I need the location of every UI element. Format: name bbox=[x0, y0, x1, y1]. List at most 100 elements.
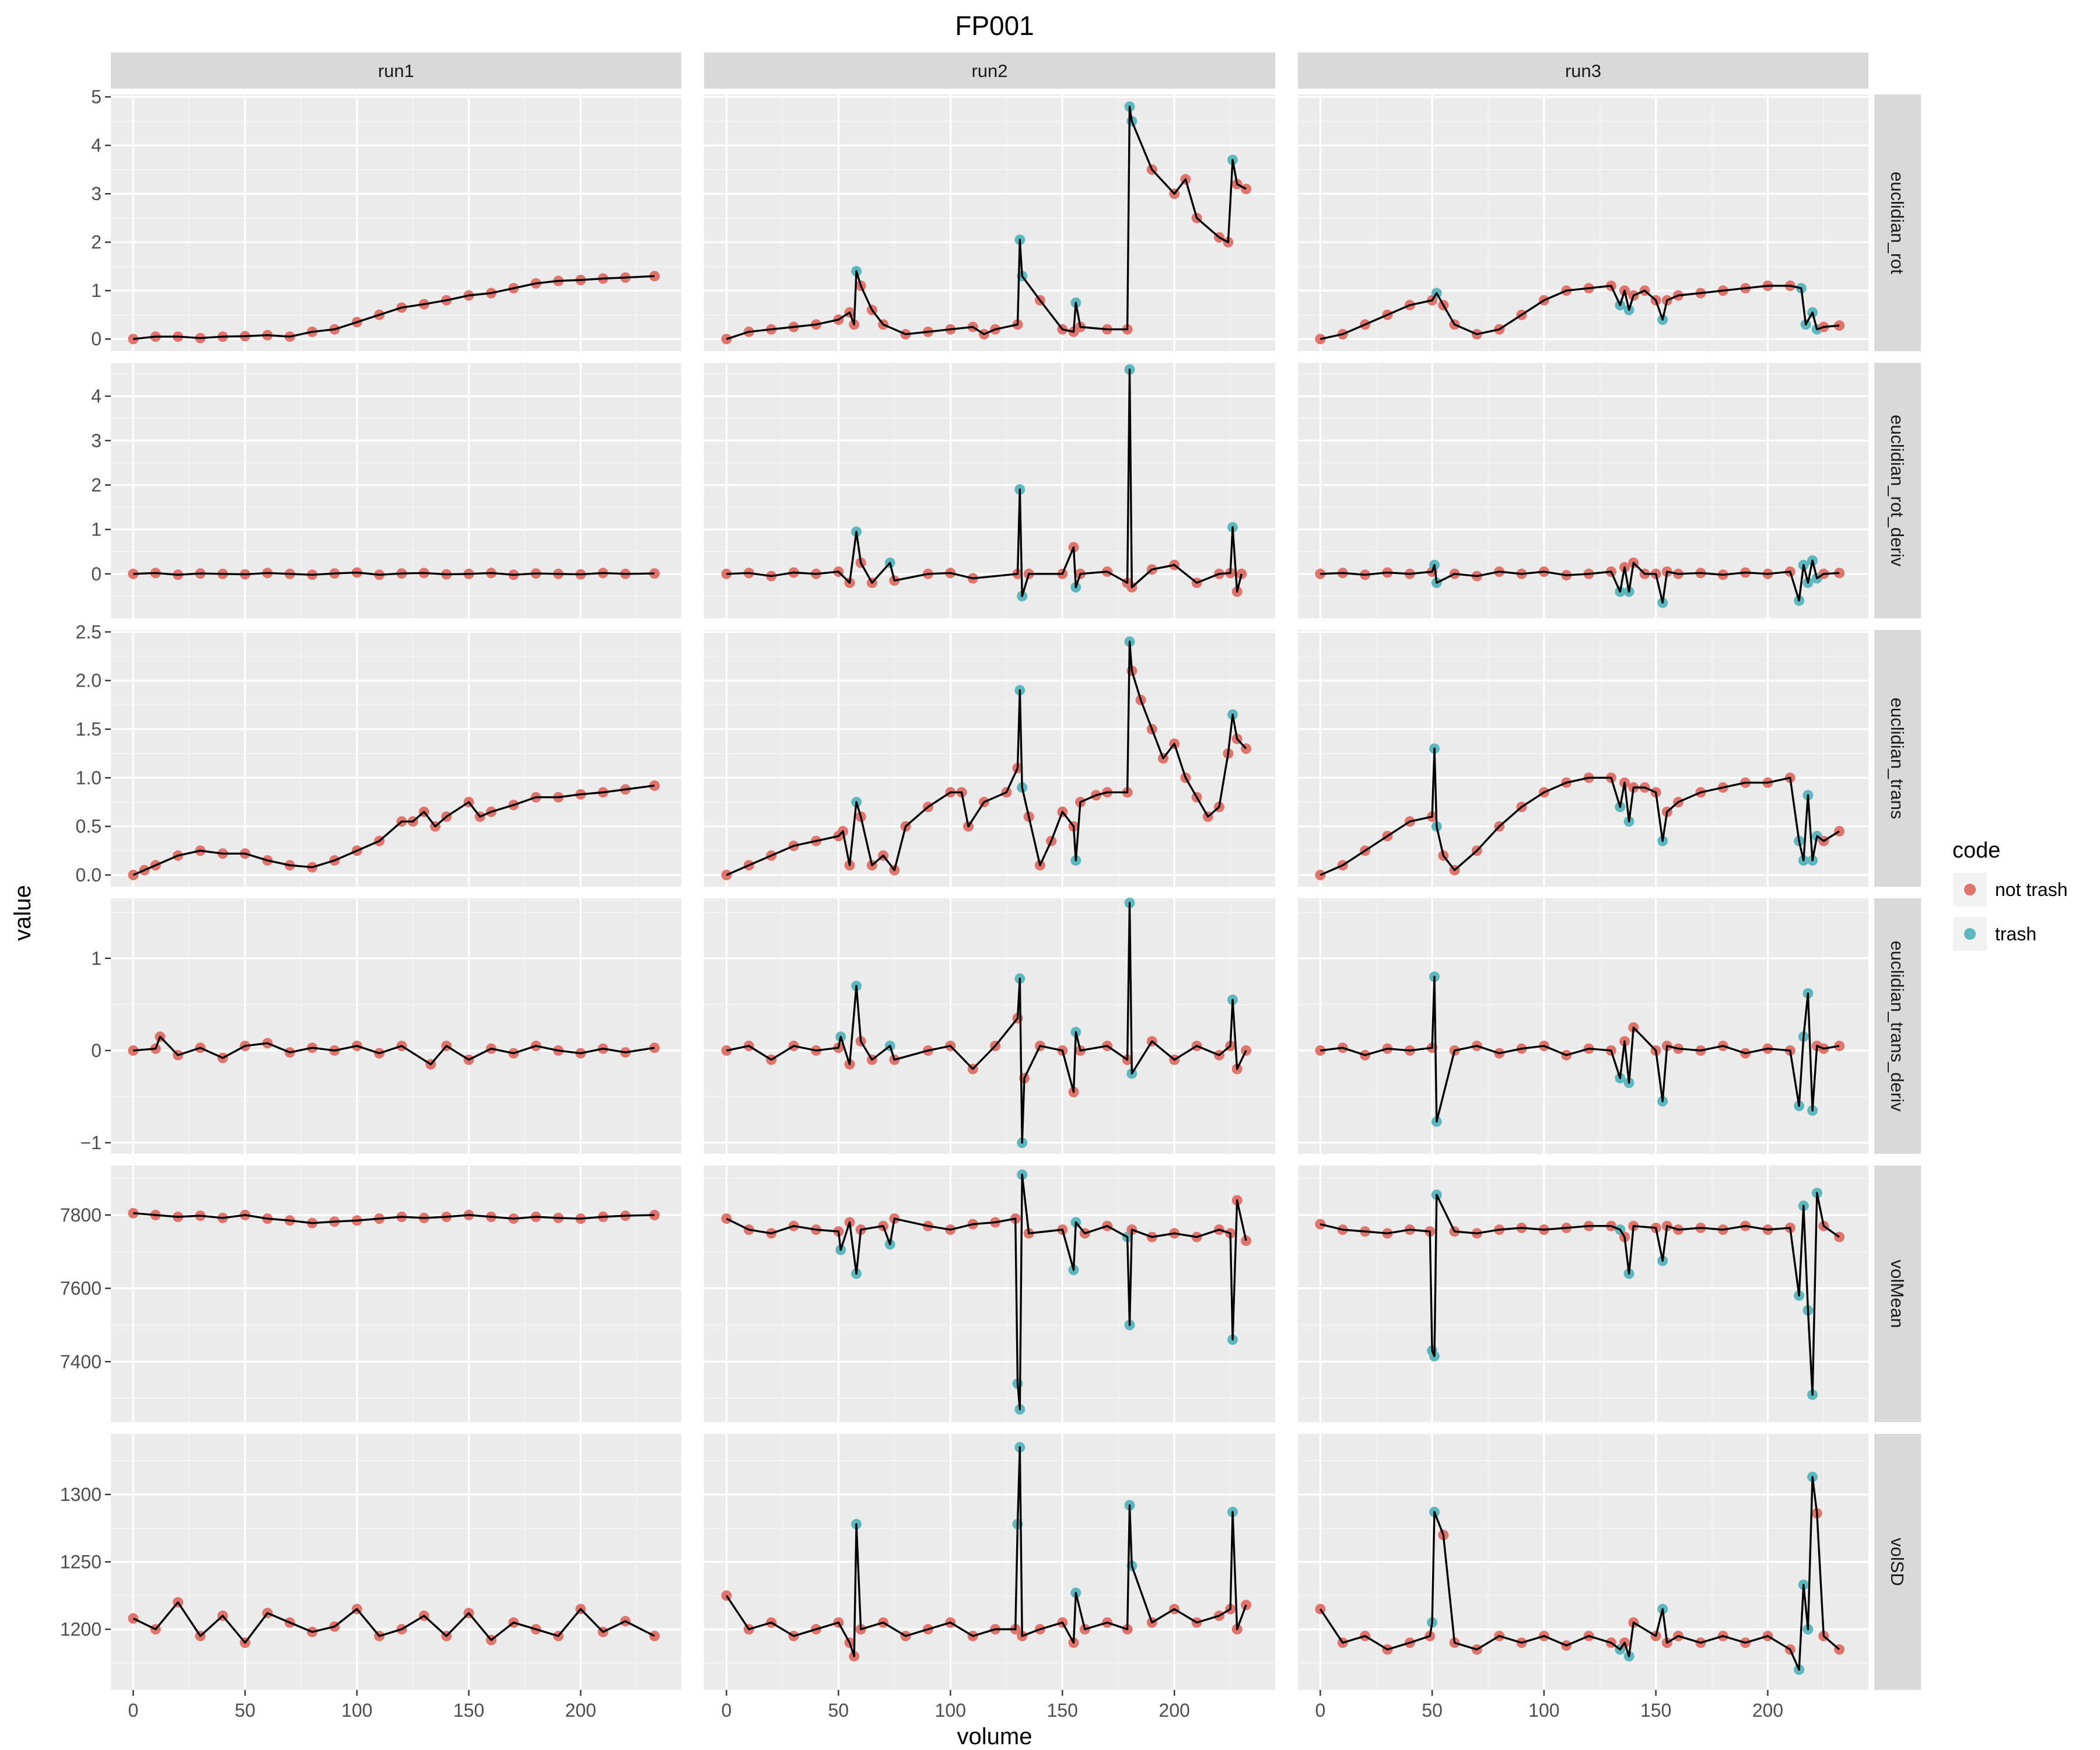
panel-background bbox=[704, 363, 1275, 618]
panel-background bbox=[704, 1166, 1275, 1422]
y-tick-label: 2.5 bbox=[76, 621, 102, 642]
facet-strip-euclidian_rot_deriv bbox=[1874, 363, 1921, 618]
panel-background bbox=[111, 898, 681, 1154]
panel-run1-euclidian_rot_deriv: 0 1 2 3 4 bbox=[91, 363, 681, 618]
series-line-run2-volMean bbox=[726, 1173, 1247, 1410]
x-tick-label: 0 bbox=[128, 1700, 138, 1721]
facet-label-euclidian_trans: euclidian_trans bbox=[1887, 698, 1908, 820]
panel-background bbox=[111, 363, 681, 618]
panel-run2-euclidian_trans_deriv bbox=[704, 897, 1275, 1154]
y-tick-label: 0 bbox=[91, 564, 102, 584]
panel-background bbox=[704, 898, 1275, 1154]
facet-strip-run3 bbox=[1298, 52, 1868, 89]
legend-label-trash: trash bbox=[1995, 923, 2036, 944]
series-line-run1-volSD bbox=[132, 1601, 655, 1644]
series-line-run1-volMean bbox=[133, 1212, 655, 1224]
panel-run2-volSD: 0 50 100 150 200 bbox=[704, 1434, 1275, 1721]
panel-run1-volMean: 7400 7600 7800 bbox=[60, 1166, 681, 1422]
panel-background bbox=[1298, 1166, 1868, 1422]
x-tick-label: 100 bbox=[341, 1700, 372, 1721]
facet-strip-euclidian_trans bbox=[1874, 630, 1921, 887]
panel-run2-volMean bbox=[704, 1166, 1275, 1422]
facet-strip-run1 bbox=[111, 52, 681, 89]
panel-run1-euclidian_trans_deriv: −1 0 1 bbox=[80, 898, 681, 1154]
facet-label-euclidian_trans_deriv: euclidian_trans_deriv bbox=[1887, 941, 1908, 1112]
y-tick-label: 3 bbox=[91, 430, 102, 451]
panel-background bbox=[1298, 630, 1868, 887]
facet-label-run2: run2 bbox=[971, 61, 1007, 81]
x-tick-label: 100 bbox=[1528, 1700, 1559, 1721]
panel-run1-volSD: 1200 1250 1300 0 50 100 150 200 bbox=[60, 1434, 681, 1721]
panel-background bbox=[1298, 363, 1868, 618]
y-tick-label: 1.5 bbox=[76, 719, 102, 740]
y-tick-label: 2.0 bbox=[76, 670, 102, 691]
y-axis-title: value bbox=[10, 885, 36, 941]
facet-label-euclidian_rot_deriv: euclidian_rot_deriv bbox=[1887, 415, 1908, 567]
x-tick-label: 150 bbox=[1640, 1700, 1671, 1721]
chart-title: FP001 bbox=[955, 10, 1034, 41]
y-tick-label: 4 bbox=[91, 386, 102, 407]
y-tick-label: 1200 bbox=[60, 1619, 102, 1640]
y-tick-label: 7600 bbox=[60, 1278, 102, 1299]
facet-strip-run2 bbox=[704, 52, 1275, 89]
panel-run3-euclidian_rot_deriv: euclidian_rot_deriv bbox=[1298, 363, 1921, 618]
series-line-run3-euclidian_rot_deriv bbox=[1320, 559, 1840, 604]
x-tick-label: 100 bbox=[935, 1700, 966, 1721]
y-tick-label: 0.5 bbox=[76, 816, 102, 837]
y-tick-label: 2 bbox=[91, 474, 102, 495]
y-tick-label: 1250 bbox=[60, 1552, 102, 1573]
legend-marker-not-trash bbox=[1964, 884, 1976, 895]
series-line-run2-euclidian_rot_deriv bbox=[726, 368, 1243, 597]
panel-run3-euclidian_trans_deriv: euclidian_trans_deriv bbox=[1298, 898, 1921, 1154]
panel-background bbox=[111, 1166, 681, 1422]
x-tick-label: 50 bbox=[1422, 1700, 1443, 1721]
series-line-run1-euclidian_trans_deriv bbox=[133, 1035, 655, 1066]
legend-label-not-trash: not trash bbox=[1995, 879, 2068, 900]
y-tick-label: −1 bbox=[80, 1132, 102, 1153]
legend-title: code bbox=[1952, 838, 2000, 863]
x-tick-label: 50 bbox=[235, 1700, 256, 1721]
panel-background bbox=[704, 94, 1275, 351]
y-tick-label: 4 bbox=[91, 135, 102, 156]
panel-run3-euclidian_trans: euclidian_trans bbox=[1298, 630, 1921, 887]
panel-run1-euclidian_trans: 0.0 0.5 1.0 1.5 2.0 2.5 bbox=[76, 621, 681, 887]
series-line-run2-euclidian_trans_deriv bbox=[726, 902, 1247, 1144]
series-line-run1-euclidian_trans bbox=[132, 785, 655, 876]
series-line-run3-volMean bbox=[1320, 1192, 1840, 1396]
y-tick-label: 1 bbox=[91, 519, 102, 540]
panel-run2-euclidian_rot bbox=[704, 94, 1275, 351]
series-line-run3-euclidian_trans bbox=[1320, 747, 1840, 876]
y-tick-label: 7400 bbox=[60, 1351, 102, 1372]
facet-label-run3: run3 bbox=[1565, 61, 1601, 81]
facet-label-euclidian_rot: euclidian_rot bbox=[1887, 172, 1908, 274]
facet-strip-euclidian_trans_deriv bbox=[1874, 898, 1921, 1154]
panel-run3-volMean: volMean bbox=[1298, 1166, 1921, 1422]
panel-background bbox=[111, 630, 681, 887]
panel-background bbox=[1298, 898, 1868, 1154]
panel-background bbox=[1298, 94, 1868, 351]
series-line-run3-euclidian_rot bbox=[1320, 285, 1840, 340]
y-tick-label: 1 bbox=[91, 948, 102, 969]
legend: code not trash trash bbox=[1952, 838, 2068, 951]
series-line-run2-euclidian_rot bbox=[726, 106, 1247, 340]
x-tick-label: 50 bbox=[828, 1700, 849, 1721]
facet-panels: run1012345012340.00.51.01.52.02.5−101740… bbox=[60, 52, 1921, 1721]
series-line-run1-euclidian_rot bbox=[133, 275, 655, 340]
x-tick-label: 200 bbox=[565, 1700, 596, 1721]
panel-run3-volSD: volSD 0 50 100 150 200 bbox=[1298, 1434, 1921, 1721]
x-tick-label: 200 bbox=[1752, 1700, 1783, 1721]
y-tick-label: 7800 bbox=[60, 1205, 102, 1226]
x-axis-title: volume bbox=[957, 1724, 1032, 1749]
series-line-run3-euclidian_trans_deriv bbox=[1320, 975, 1840, 1123]
series-line-run1-euclidian_rot_deriv bbox=[133, 571, 655, 576]
panel-run2-euclidian_rot_deriv bbox=[704, 363, 1275, 618]
y-tick-label: 1 bbox=[91, 280, 102, 301]
series-line-run2-volSD bbox=[725, 1446, 1247, 1657]
y-tick-label: 5 bbox=[91, 86, 102, 107]
x-tick-label: 150 bbox=[453, 1700, 484, 1721]
y-tick-label: 3 bbox=[91, 183, 102, 204]
x-tick-label: 200 bbox=[1159, 1700, 1190, 1721]
facet-strip-euclidian_rot bbox=[1874, 94, 1921, 351]
panel-run3-euclidian_rot: euclidian_rot bbox=[1298, 94, 1921, 351]
series-line-run3-volSD bbox=[1319, 1476, 1840, 1671]
